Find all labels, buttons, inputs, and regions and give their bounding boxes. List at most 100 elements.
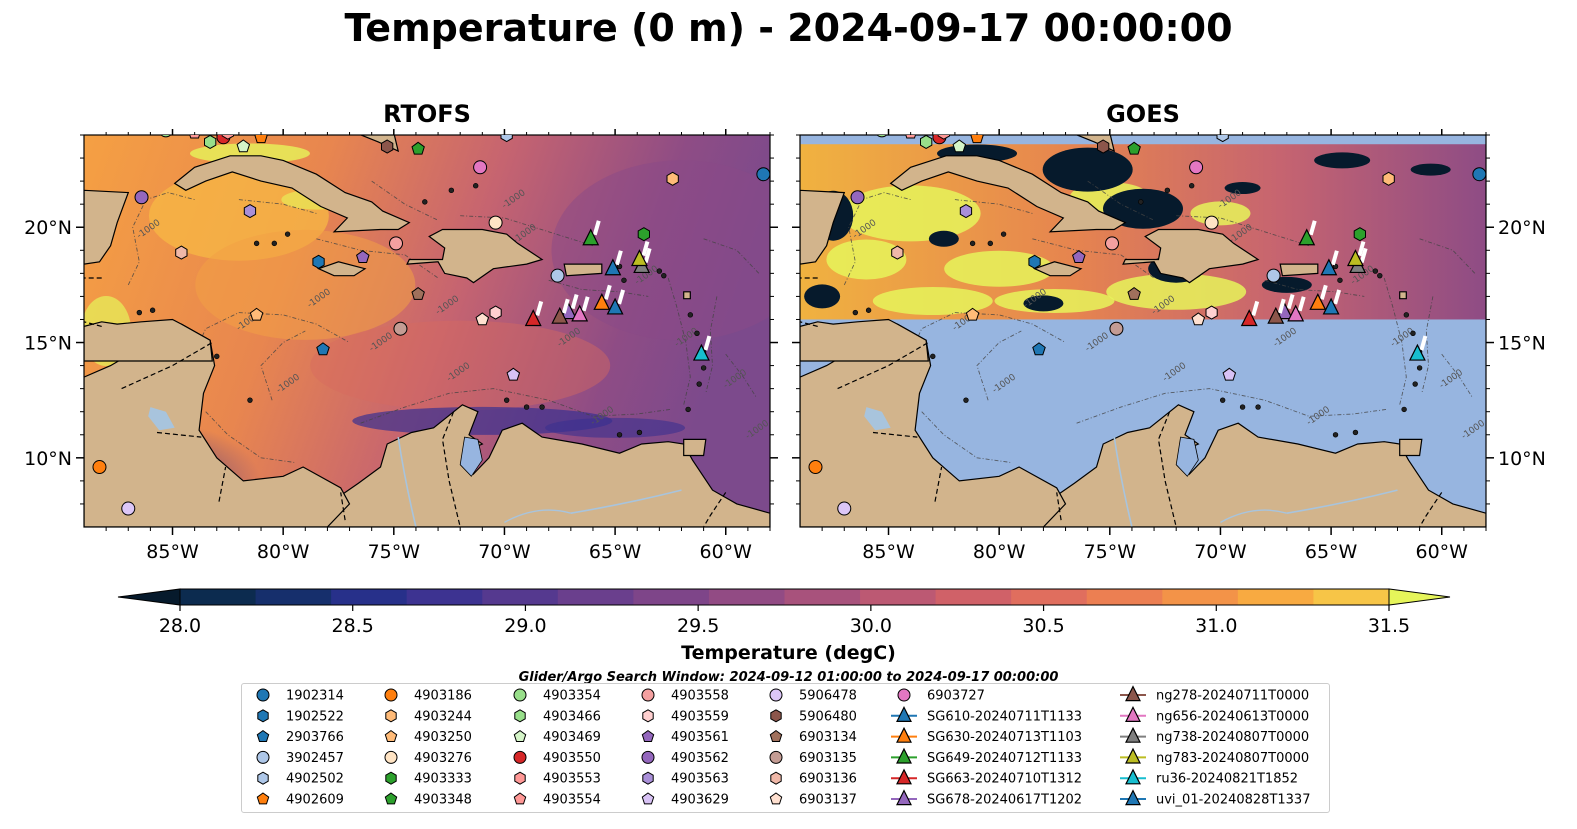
rtofs-country-border	[340, 492, 346, 521]
rtofs-argo-4903562	[134, 190, 149, 205]
goes-glider-SG663-20240710T1312	[1240, 309, 1258, 327]
legend-argo-marker	[769, 688, 783, 702]
legend-argo-marker	[385, 771, 397, 785]
legend: 1902314 1902522 2903766 3902457 4902502 49026…	[241, 683, 1330, 813]
legend-entry: SG678-20240617T1202	[891, 789, 1082, 808]
rtofs-island	[616, 263, 623, 270]
colorbar-tick-label: 28.0	[159, 615, 201, 637]
goes-island	[930, 353, 936, 360]
rtofs-lon-label: 70°W	[478, 541, 531, 563]
rtofs-island	[136, 309, 143, 316]
rtofs-argo-4903348	[411, 141, 425, 155]
goes-lon-label: 60°W	[1416, 541, 1469, 563]
legend-entry: ng656-20240613T0000	[1120, 706, 1309, 724]
goes-argo-4903250	[965, 307, 980, 321]
goes-argo-4903563	[959, 204, 973, 219]
legend-label: 6903727	[927, 689, 985, 704]
rtofs-glider-track	[614, 250, 623, 266]
legend-argo-marker	[384, 750, 398, 764]
rtofs-bathymetry-contour	[205, 411, 295, 463]
goes-island	[1401, 406, 1407, 413]
legend-label: 6903136	[799, 772, 857, 787]
legend-label: 4903250	[414, 730, 472, 745]
search-window-caption: Glider/Argo Search Window: 2024-09-12 01…	[518, 670, 1059, 685]
legend-label: 6903134	[799, 730, 857, 745]
goes-argo-5906478	[837, 501, 852, 516]
lat-label-right: 15°N	[1498, 333, 1546, 355]
rtofs-island	[694, 330, 700, 337]
goes-cloud-mask	[1410, 163, 1451, 176]
rtofs-island	[448, 187, 455, 194]
legend-glider-marker	[896, 726, 912, 743]
goes-cloud-mask	[1314, 152, 1371, 169]
colorbar-bin	[1237, 589, 1314, 605]
legend-label: 4903186	[414, 689, 472, 704]
rtofs-island	[661, 272, 667, 279]
rtofs-map: -1000-1000-1000-1000-1000-1000-1000-1000…	[84, 135, 770, 527]
legend-entry: 4903250	[384, 729, 472, 745]
rtofs-argo-4903333	[637, 227, 650, 242]
goes-argo-4903333	[1353, 227, 1366, 242]
legend-label: 1902522	[286, 709, 344, 724]
legend-entry: SG649-20240712T1133	[891, 747, 1082, 766]
legend-label: 4903550	[543, 751, 601, 766]
goes-land-south-america	[1042, 404, 1486, 527]
rtofs-glider-track	[535, 300, 544, 317]
colorbar-bin	[331, 589, 408, 605]
rtofs-island	[621, 277, 627, 283]
rtofs-argo-6903137	[475, 312, 490, 326]
rtofs-argo-6903135	[393, 321, 408, 336]
rtofs-argo-1902522	[312, 254, 325, 269]
legend-argo-marker	[769, 792, 783, 805]
legend-glider-marker	[1125, 789, 1141, 806]
legend-argo-marker	[256, 729, 270, 742]
goes-argo-2903766	[1032, 342, 1046, 356]
legend-label: 4903629	[671, 793, 729, 808]
goes-country-border	[1056, 492, 1062, 521]
rtofs-argo-4903561	[356, 250, 370, 263]
goes-argo-4903186	[808, 460, 823, 475]
colorbar-bin	[1011, 589, 1088, 605]
legend-entry: SG610-20240711T1133	[891, 706, 1082, 724]
goes-island	[1416, 365, 1423, 371]
legend-label: SG678-20240617T1202	[927, 793, 1082, 808]
rtofs-glider-track	[641, 240, 650, 257]
rtofs-lake-nicaragua	[148, 407, 175, 431]
rtofs-glider-SG630-20240713T1103	[593, 292, 611, 310]
legend-glider-marker	[896, 706, 912, 723]
legend-entry: 1902522	[257, 709, 344, 724]
rtofs-glider-ng783-20240807T0000	[630, 249, 648, 267]
legend-label: 4902502	[286, 772, 344, 787]
rtofs-argo-5906478	[121, 501, 136, 516]
rtofs-island	[656, 268, 663, 274]
legend-argo-marker	[897, 688, 911, 702]
legend-argo-marker	[256, 750, 270, 764]
legend-label: 6903137	[799, 793, 857, 808]
goes-warm-patch	[826, 239, 907, 280]
rtofs-island	[247, 397, 253, 403]
rtofs-land-jamaica	[316, 261, 367, 277]
goes-bathymetry-contour	[1032, 238, 1155, 279]
goes-cloud-mask	[1023, 295, 1064, 312]
goes-glider-ru36-20240821T1852	[1408, 343, 1426, 361]
rtofs-glider-SG663-20240710T1312	[524, 309, 542, 327]
legend-entry: SG630-20240713T1103	[891, 726, 1082, 745]
goes-glider-track	[1419, 335, 1428, 351]
colorbar-frame	[179, 588, 1390, 606]
goes-glider-SG610-20240711T1133	[1320, 258, 1338, 276]
goes-argo-4903629	[1222, 367, 1237, 381]
legend-entry: uvi_01-20240828T1337	[1120, 789, 1310, 808]
goes-argo-4903469	[952, 139, 967, 153]
legend-entry: 3902457	[256, 750, 344, 766]
rtofs-warm-anomaly	[195, 229, 416, 340]
goes-island	[1412, 381, 1418, 387]
legend-entry: 4903629	[641, 792, 729, 808]
goes-argo-6903136	[891, 245, 904, 260]
legend-label: 4903333	[414, 772, 472, 787]
goes-bathymetry-contour	[921, 411, 1011, 463]
goes-island	[1332, 432, 1339, 438]
goes-country-border	[1419, 492, 1443, 527]
legend-glider-marker	[1125, 726, 1141, 743]
rtofs-country-border	[441, 411, 461, 527]
